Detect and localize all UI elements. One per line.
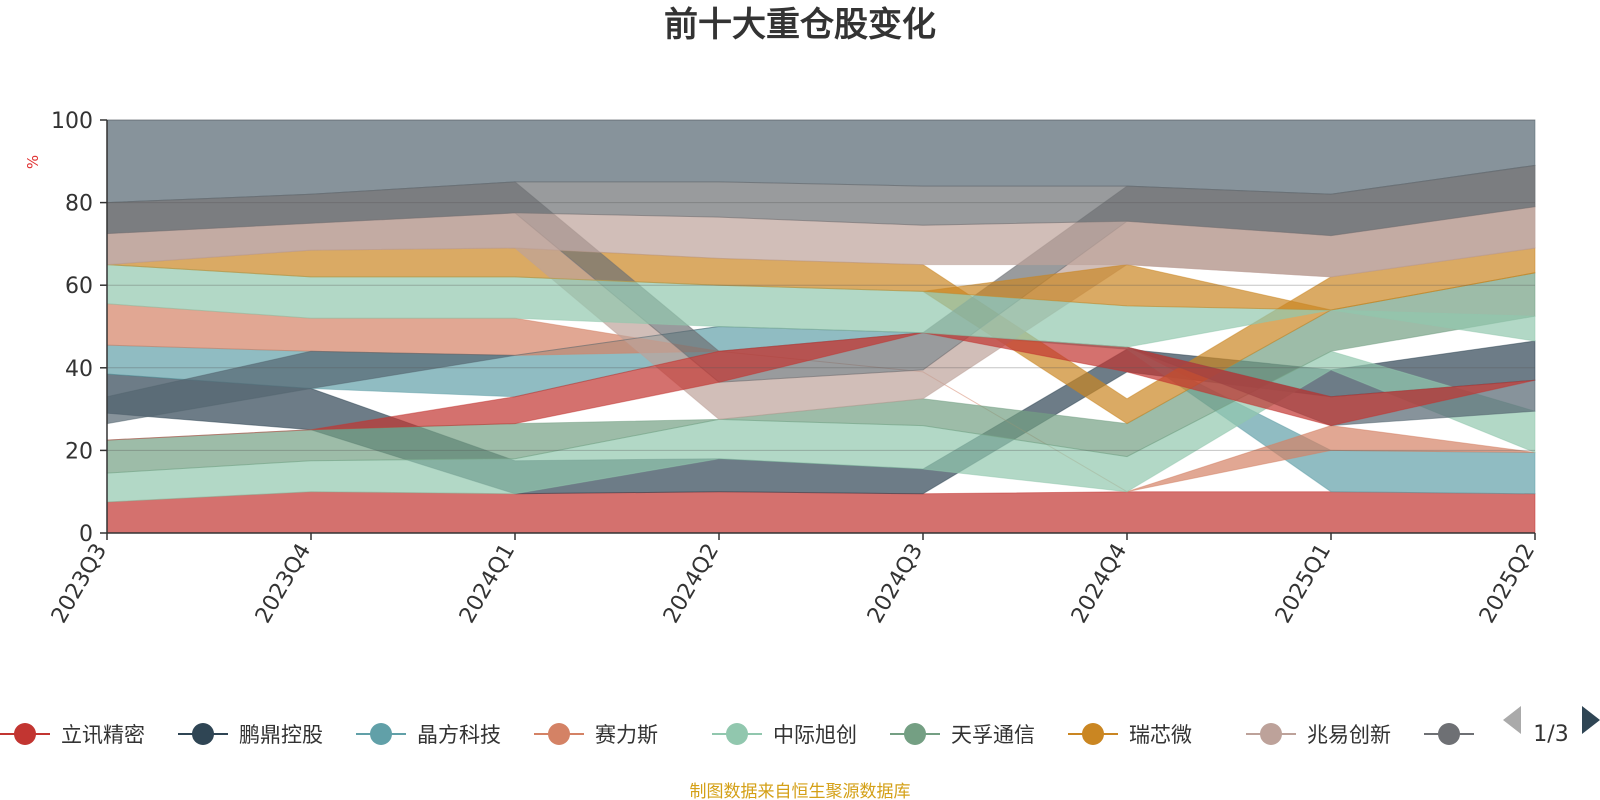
- y-tick-label: 60: [65, 274, 93, 299]
- x-tick-label: 2024Q2: [659, 540, 724, 628]
- x-tick-label: 2024Q3: [863, 540, 928, 628]
- legend-item[interactable]: 赛力斯: [534, 723, 658, 747]
- legend-label: 瑞芯微: [1129, 723, 1192, 747]
- legend-marker-icon: [1438, 723, 1460, 745]
- legend-item[interactable]: 晶方科技: [356, 723, 501, 747]
- legend-marker-icon: [192, 723, 214, 745]
- legend-item[interactable]: 中际旭创: [712, 723, 857, 747]
- area-band-13: [106, 264, 1536, 311]
- legend-marker-icon: [1260, 723, 1282, 745]
- chart-title: 前十大重仓股变化: [664, 5, 936, 45]
- area-layers: [106, 119, 1536, 534]
- data-source-note: 制图数据来自恒生聚源数据库: [690, 782, 911, 800]
- legend-marker-icon: [548, 723, 570, 745]
- area-band-10: [106, 325, 1536, 427]
- legend-next-page-icon[interactable]: [1582, 706, 1600, 734]
- x-tick-label: 2025Q2: [1475, 540, 1540, 628]
- legend-prev-page-icon[interactable]: [1503, 706, 1521, 734]
- legend-marker-icon: [14, 723, 36, 745]
- legend-marker-icon: [904, 723, 926, 745]
- legend-label: 兆易创新: [1307, 723, 1391, 747]
- legend-label: 天孚通信: [951, 723, 1035, 747]
- legend-marker-icon: [726, 723, 748, 745]
- y-tick-label: 40: [65, 357, 93, 382]
- area-band-11: [106, 332, 1536, 441]
- area-band-15: [106, 164, 1536, 237]
- x-tick-label: 2025Q1: [1271, 540, 1336, 628]
- legend-item[interactable]: 鹏鼎控股: [178, 723, 323, 747]
- x-tick-label: 2023Q3: [47, 540, 112, 628]
- y-tick-label: 20: [65, 439, 93, 464]
- legend-marker-icon: [1082, 723, 1104, 745]
- legend-item[interactable]: 立讯精密: [0, 723, 145, 747]
- x-tick-label: 2023Q4: [251, 540, 316, 628]
- legend: 立讯精密 鹏鼎控股 晶方科技 赛力斯 中际旭创 天孚通信 瑞芯微 兆易创新 胜宏科技 1/3: [0, 706, 1600, 747]
- legend-label: 鹏鼎控股: [239, 723, 323, 747]
- legend-label: 赛力斯: [595, 723, 658, 747]
- area-band-0: [106, 491, 1536, 534]
- x-tick-label: 2024Q4: [1067, 540, 1132, 628]
- y-axis-unit: %: [24, 155, 42, 169]
- legend-label: 中际旭创: [773, 723, 857, 747]
- x-tick-label: 2024Q1: [455, 540, 520, 628]
- legend-item[interactable]: 天孚通信: [890, 723, 1035, 747]
- y-tick-label: 80: [65, 192, 93, 217]
- legend-item[interactable]: 胜宏科技: [1424, 723, 1569, 747]
- legend-label: 晶方科技: [417, 723, 501, 747]
- legend-page-indicator: 1/3: [1533, 722, 1568, 747]
- y-tick-label: 100: [51, 109, 93, 134]
- y-tick-label: 0: [79, 522, 93, 547]
- legend-item[interactable]: 瑞芯微: [1068, 723, 1192, 747]
- legend-label: 立讯精密: [61, 723, 145, 747]
- legend-item[interactable]: 兆易创新: [1246, 723, 1391, 747]
- legend-marker-icon: [370, 723, 392, 745]
